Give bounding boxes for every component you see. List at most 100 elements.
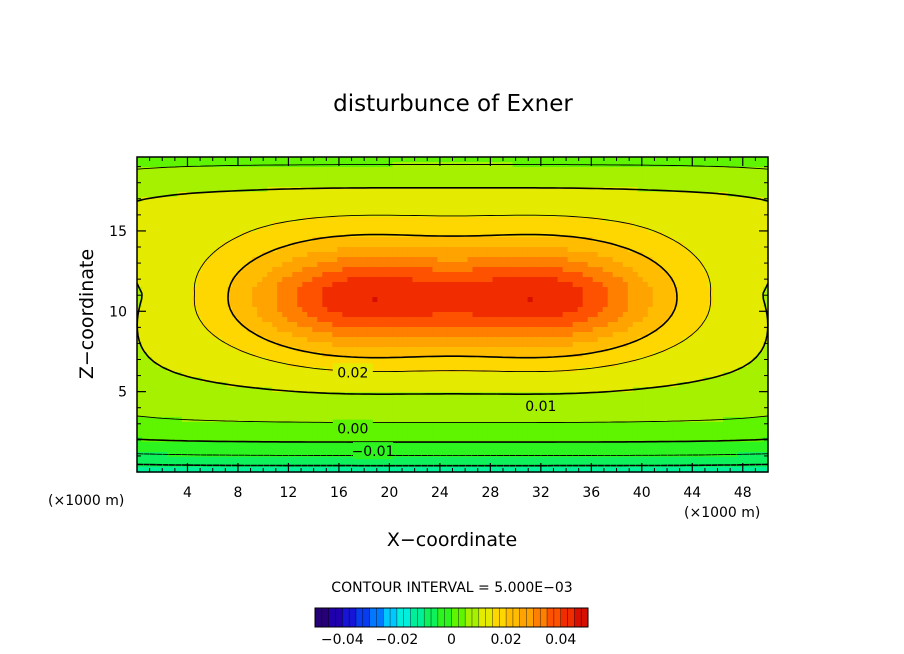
field-cell — [347, 467, 353, 473]
field-cell — [202, 232, 208, 238]
field-cell — [377, 202, 383, 208]
field-cell — [527, 202, 534, 208]
field-cell — [442, 202, 449, 208]
field-cell — [522, 327, 529, 333]
field-cell — [327, 427, 333, 433]
field-cell — [287, 312, 293, 318]
field-cell — [452, 282, 459, 288]
field-cell — [152, 272, 158, 278]
field-cell — [397, 192, 404, 198]
field-cell — [512, 357, 519, 363]
field-cell — [402, 192, 409, 198]
field-cell — [357, 197, 363, 203]
field-cell — [172, 352, 178, 358]
field-cell — [457, 387, 464, 393]
field-cell — [452, 187, 459, 193]
field-cell — [307, 352, 313, 358]
field-cell — [167, 272, 173, 278]
field-cell — [307, 197, 313, 203]
field-cell — [357, 202, 363, 208]
field-cell — [357, 347, 363, 353]
field-cell — [322, 207, 328, 213]
field-cell — [317, 182, 323, 188]
field-cell — [457, 312, 464, 318]
field-cell — [187, 282, 193, 288]
field-cell — [257, 387, 263, 393]
field-cell — [377, 237, 383, 243]
field-cell — [207, 192, 213, 198]
field-cell — [372, 202, 378, 208]
field-cell — [267, 397, 273, 403]
field-cell — [172, 317, 178, 323]
field-cell — [412, 287, 419, 293]
field-cell — [287, 387, 293, 393]
field-cell — [337, 392, 343, 398]
field-cell — [527, 452, 534, 458]
field-cell — [352, 282, 358, 288]
field-cell — [387, 462, 394, 468]
field-cell — [232, 212, 238, 218]
field-cell — [447, 407, 454, 413]
field-cell — [437, 217, 444, 223]
field-cell — [282, 202, 288, 208]
field-cell — [212, 252, 218, 258]
field-cell — [477, 447, 484, 453]
field-cell — [282, 287, 288, 293]
field-cell — [172, 207, 178, 213]
field-cell — [237, 442, 243, 448]
field-cell — [192, 272, 198, 278]
field-cell — [162, 457, 168, 463]
field-cell — [402, 322, 409, 328]
field-cell — [402, 442, 409, 448]
field-cell — [482, 457, 489, 463]
field-cell — [192, 252, 198, 258]
field-cell — [282, 367, 288, 373]
field-cell — [367, 247, 373, 253]
field-cell — [327, 357, 333, 363]
field-cell — [177, 352, 183, 358]
field-cell — [377, 357, 383, 363]
field-cell — [187, 242, 193, 248]
field-cell — [242, 367, 248, 373]
field-cell — [192, 402, 198, 408]
field-cell — [247, 302, 253, 308]
field-cell — [387, 157, 394, 163]
field-cell — [327, 437, 333, 443]
field-cell — [312, 277, 318, 283]
field-cell — [232, 267, 238, 273]
field-cell — [162, 272, 168, 278]
field-cell — [207, 162, 213, 168]
field-cell — [392, 412, 399, 418]
field-cell — [272, 267, 278, 273]
field-cell — [332, 202, 338, 208]
field-cell — [472, 337, 479, 343]
field-cell — [312, 392, 318, 398]
field-cell — [432, 217, 439, 223]
field-cell — [352, 467, 358, 473]
field-cell — [402, 207, 409, 213]
field-cell — [212, 197, 218, 203]
field-cell — [522, 252, 529, 258]
field-cell — [137, 337, 143, 343]
field-cell — [282, 322, 288, 328]
field-cell — [182, 347, 188, 353]
field-cell — [222, 212, 228, 218]
field-cell — [267, 212, 273, 218]
field-cell — [222, 422, 228, 428]
field-cell — [327, 212, 333, 218]
field-cell — [377, 262, 383, 268]
field-cell — [142, 427, 148, 433]
field-cell — [502, 242, 509, 248]
field-cell — [257, 217, 263, 223]
field-cell — [367, 182, 373, 188]
field-cell — [237, 337, 243, 343]
field-cell — [262, 207, 268, 213]
field-cell — [307, 302, 313, 308]
field-cell — [152, 277, 158, 283]
field-cell — [417, 367, 424, 373]
field-cell — [187, 297, 193, 303]
field-cell — [177, 387, 183, 393]
field-cell — [142, 362, 148, 368]
field-cell — [192, 347, 198, 353]
field-cell — [142, 417, 148, 423]
